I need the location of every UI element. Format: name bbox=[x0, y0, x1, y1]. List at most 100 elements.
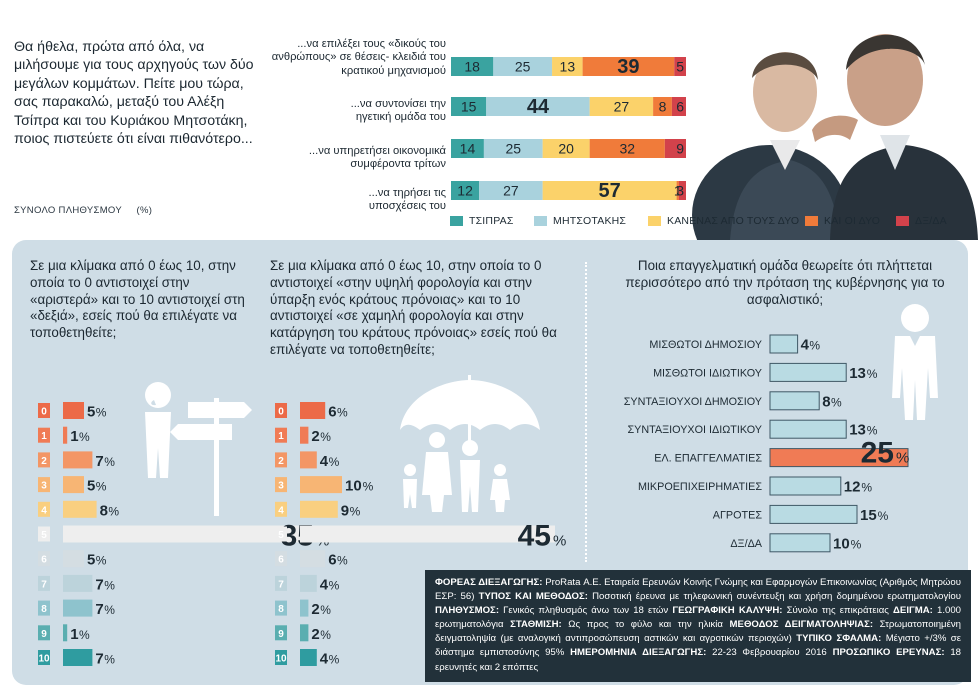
stacked-segment bbox=[451, 139, 484, 158]
pension-group-bar-chart: ΜΙΣΘΩΤΟΙ ΔΗΜΟΣΙΟΥ 4 % ΜΙΣΘΩΤΟΙ ΙΔΙΩΤΙΚΟΥ 13%… bbox=[624, 334, 909, 553]
scale-value-label: 10 bbox=[345, 478, 362, 495]
scale-bar bbox=[63, 649, 93, 666]
scale-tick-box bbox=[275, 650, 287, 665]
methodology-value: Ως προς το φύλο και την ηλικία bbox=[561, 619, 730, 631]
scale-bar bbox=[63, 402, 84, 419]
left-right-question: Σε μια κλίμακα από 0 έως 10, στην οποία … bbox=[30, 258, 245, 341]
scale-tick-label: 8 bbox=[41, 604, 47, 615]
total-population-label: ΣΥΝΟΛΟ ΠΛΗΘΥΣΜΟΥ (%) bbox=[14, 205, 152, 216]
scale-tick-label: 7 bbox=[278, 579, 284, 590]
scale-value-label: 2 bbox=[311, 428, 319, 445]
scale-value-label: 5 bbox=[87, 404, 95, 421]
scale-bar bbox=[300, 624, 309, 642]
stacked-value-label: 25 bbox=[505, 141, 521, 157]
stacked-value-label: 14 bbox=[460, 141, 476, 157]
scale-value-label: 9 bbox=[341, 502, 349, 519]
worker-icon bbox=[892, 304, 938, 420]
scale-tick-box bbox=[275, 427, 287, 443]
scale-bar bbox=[300, 476, 342, 494]
percent-sign: % bbox=[104, 653, 115, 667]
scale-bar bbox=[300, 451, 317, 469]
scale-tick-label: 6 bbox=[278, 555, 284, 566]
methodology-key: ΤΥΠΟΣ ΚΑΙ ΜΕΘΟΔΟΣ: bbox=[478, 591, 588, 603]
percent-sign: % bbox=[896, 450, 909, 467]
scale-bar bbox=[300, 599, 309, 617]
legend: ΤΣΙΠΡΑΣ ΜΗΤΣΟΤΑΚΗΣ ΚΑΝΕΝΑΣ ΑΠΟ ΤΟΥΣ ΔΥΟ … bbox=[450, 215, 970, 233]
stacked-segment bbox=[479, 181, 543, 200]
percent-sign: % bbox=[96, 554, 107, 568]
percent-sign: % bbox=[867, 424, 878, 438]
scale-value-label: 7 bbox=[95, 601, 103, 618]
stacked-value-label: 1 bbox=[674, 183, 682, 199]
stacked-segment bbox=[552, 57, 583, 76]
group-bar bbox=[769, 476, 842, 496]
scale-tick-box bbox=[38, 452, 50, 468]
scale-tick-label: 3 bbox=[278, 481, 284, 492]
category-label-0: ...να επιλέξει τους «δικούς του ανθρώπου… bbox=[271, 38, 446, 77]
stacked-segment bbox=[486, 97, 590, 116]
group-bar bbox=[769, 391, 820, 411]
percent-sign: % bbox=[867, 367, 878, 381]
group-value-label: 4 bbox=[801, 337, 810, 354]
group-label: ΣΥΝΤΑΞΙΟΥΧΟΙ ΔΗΜΟΣΙΟΥ bbox=[624, 396, 762, 408]
scale-tick-box bbox=[275, 551, 287, 567]
category-label-2: ...να υπηρετήσει οικονομικά συμφέροντα τ… bbox=[308, 145, 446, 171]
scale-tick-label: 10 bbox=[38, 654, 50, 665]
stacked-segment bbox=[542, 181, 677, 200]
scale-tick-label: 0 bbox=[278, 407, 284, 418]
methodology-key: ΠΡΟΣΩΠΙΚΟ ΕΡΕΥΝΑΣ: bbox=[832, 647, 945, 659]
scale-tick-box bbox=[275, 477, 287, 493]
scale-tick-label: 10 bbox=[275, 654, 287, 665]
methodology-value: Σύνολο της επικράτειας bbox=[782, 605, 894, 617]
methodology-value: 22-23 Φεβρουαρίου 2016 bbox=[706, 647, 833, 659]
scale-value-label: 5 bbox=[87, 552, 95, 569]
scale-tick-label: 4 bbox=[41, 505, 47, 516]
pension-question: Ποια επαγγελματική ομάδα θεωρείτε ότι πλ… bbox=[625, 258, 945, 307]
methodology-value: Στρωματοποιημένη δειγματοληψία (με αναλο… bbox=[435, 619, 961, 645]
scale-value-label: 4 bbox=[320, 651, 329, 668]
stacked-value-label: 57 bbox=[599, 180, 621, 202]
scale-value-label: 1 bbox=[70, 428, 78, 445]
scale-bar bbox=[300, 402, 326, 419]
stacked-value-label: 44 bbox=[527, 96, 550, 118]
methodology-key: ΤΥΠΙΚΟ ΣΦΑΛΜΑ: bbox=[796, 633, 882, 645]
scale-tick-box bbox=[38, 600, 50, 616]
methodology-value: ProRata Α.Ε. Εταιρεία Ερευνών Κοινής Γνώ… bbox=[435, 577, 961, 603]
percent-sign: % bbox=[329, 578, 340, 592]
scale-value-label: 2 bbox=[311, 601, 319, 618]
group-bar bbox=[769, 448, 909, 468]
scale-bar bbox=[300, 525, 555, 543]
group-label: ΜΙΣΘΩΤΟΙ ΔΗΜΟΣΙΟΥ bbox=[649, 339, 762, 351]
methodology-value: Ποσοτική έρευνα με τηλεφωνική συνέντευξη… bbox=[587, 591, 962, 603]
group-label: ΑΓΡΟΤΕΣ bbox=[713, 509, 763, 521]
legend-swatch bbox=[896, 216, 909, 226]
stacked-segment bbox=[451, 97, 487, 116]
scale-tick-box bbox=[38, 526, 50, 542]
group-bar bbox=[769, 533, 831, 553]
scale-tick-label: 1 bbox=[278, 431, 284, 442]
stacked-value-label: 27 bbox=[503, 183, 519, 199]
legend-item-dkna: ΔΞ/ΔΑ bbox=[896, 215, 947, 227]
legend-swatch bbox=[450, 216, 463, 226]
group-label: ΣΥΝΤΑΞΙΟΥΧΟΙ ΙΔΙΩΤΙΚΟΥ bbox=[627, 424, 762, 436]
legend-swatch bbox=[805, 216, 818, 226]
stacked-segment bbox=[493, 57, 553, 76]
scale-tick-label: 0 bbox=[41, 407, 47, 418]
methodology-value: Μέγιστο +/3% σε διάστημα εμπιστοσύνης 95… bbox=[435, 633, 961, 659]
scale-value-label: 1 bbox=[70, 626, 78, 643]
percent-sign: % bbox=[320, 430, 331, 444]
scale-bar bbox=[63, 500, 97, 518]
tax-welfare-bar-chart: 0 6 %1 2 %2 4 %3 10 %4 9 %5 45 %6 6 %7 4 %8 2 %9 2 %10 4% bbox=[275, 402, 566, 668]
stacked-value-label: 5 bbox=[676, 59, 684, 75]
scale-value-label: 8 bbox=[100, 502, 108, 519]
stacked-segment bbox=[589, 97, 654, 116]
scale-tick-box bbox=[38, 551, 50, 567]
percent-sign: % bbox=[320, 603, 331, 617]
stacked-value-label: 13 bbox=[560, 59, 576, 75]
scale-tick-box bbox=[38, 427, 50, 443]
scale-tick-label: 2 bbox=[278, 456, 284, 467]
panel-divider bbox=[585, 262, 587, 562]
scale-tick-label: 6 bbox=[41, 555, 47, 566]
percent-sign: % bbox=[337, 554, 348, 568]
